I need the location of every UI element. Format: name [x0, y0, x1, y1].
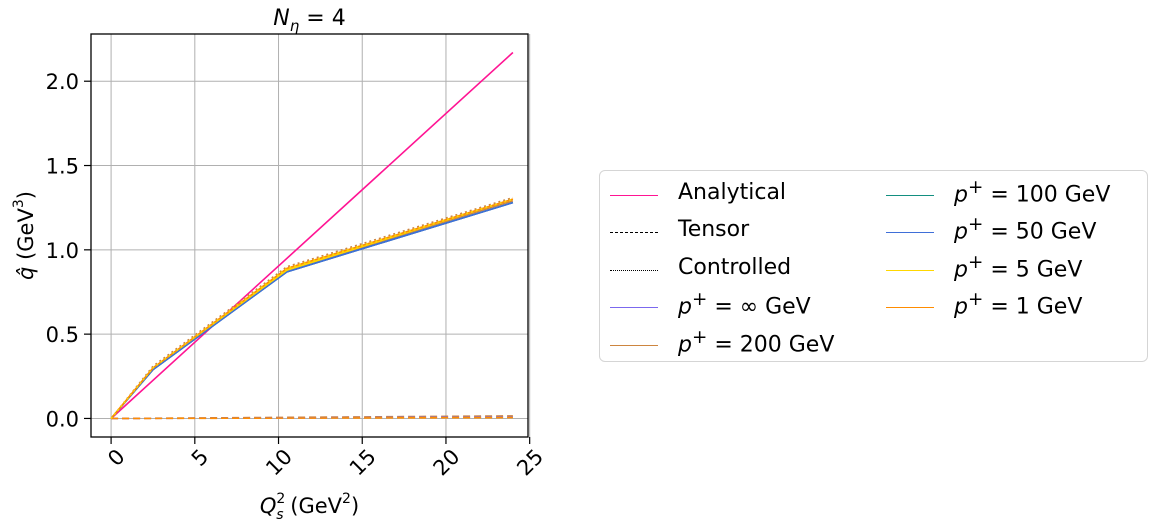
x-tick-label: 0	[103, 445, 129, 471]
x-tick-label: 25	[512, 445, 548, 481]
legend-item: p+ = ∞ GeV	[610, 288, 811, 322]
legend-swatch	[610, 226, 658, 233]
legend-label: p+ = 1 GeV	[954, 289, 1083, 320]
series-line-p-1-gev	[110, 198, 514, 420]
series-layer	[110, 51, 514, 420]
series-line-p-5-gev	[110, 198, 514, 420]
x-axis-label: Q2 s (GeV2)	[260, 491, 359, 523]
grid-lines	[91, 34, 531, 437]
y-tick-label: 2.0	[46, 70, 79, 94]
series-line-analytical	[110, 51, 514, 420]
chart-title: Nη = 4	[273, 6, 345, 35]
y-tick-label: 1.5	[46, 155, 79, 179]
legend-swatch	[610, 189, 658, 196]
legend-label: p+ = ∞ GeV	[678, 289, 811, 320]
x-tick-label: 15	[345, 445, 381, 481]
legend-swatch	[886, 226, 934, 233]
x-tick-label: 5	[187, 445, 213, 471]
legend-swatch	[610, 301, 658, 308]
x-tick-label: 10	[261, 445, 297, 481]
legend-item: p+ = 200 GeV	[610, 325, 834, 359]
series-line-p-200-gev	[110, 200, 514, 420]
controlled-series-line	[110, 196, 514, 420]
legend-item: p+ = 100 GeV	[886, 175, 1110, 209]
legend-item: p+ = 50 GeV	[886, 213, 1096, 247]
legend-label: Tensor	[678, 217, 750, 242]
plot-frame	[90, 33, 529, 438]
legend-swatch	[886, 189, 934, 196]
legend-label: p+ = 5 GeV	[954, 251, 1083, 283]
x-tick-label: 20	[429, 445, 465, 481]
legend-item: Controlled	[610, 250, 791, 284]
y-tick-label: 0.0	[46, 407, 79, 431]
legend-label: p+ = 200 GeV	[678, 326, 835, 358]
controlled-series-line	[110, 198, 514, 420]
legend-label: Analytical	[678, 179, 787, 205]
legend-item: p+ = 1 GeV	[886, 288, 1082, 322]
legend-label: p+ = 50 GeV	[954, 214, 1097, 245]
legend-swatch	[610, 264, 658, 271]
legend-item: Tensor	[610, 213, 749, 247]
legend: Analytical Tensor Controlled p+ = ∞ GeV p+ =…	[599, 170, 1148, 362]
tensor-series-line	[111, 416, 513, 420]
y-axis-label: q̂ (GeV3)	[11, 191, 38, 280]
y-tick-label: 0.5	[46, 323, 79, 347]
y-tick-label: 1.0	[46, 239, 79, 263]
legend-swatch	[610, 339, 658, 346]
legend-label: p+ = 100 GeV	[954, 176, 1111, 208]
legend-item: p+ = 5 GeV	[886, 250, 1082, 284]
legend-swatch	[886, 264, 934, 271]
legend-swatch	[886, 301, 934, 308]
legend-item: Analytical	[610, 175, 786, 209]
legend-label: Controlled	[678, 254, 792, 280]
